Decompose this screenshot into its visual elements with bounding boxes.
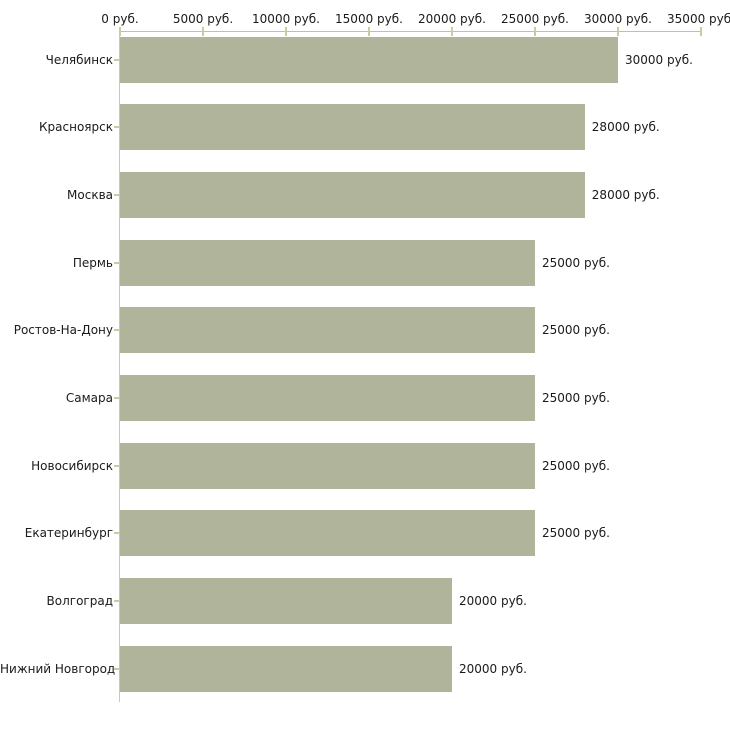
bar-8 — [120, 510, 535, 557]
x-axis-tick-label: 25000 руб. — [501, 12, 569, 26]
x-axis-line — [119, 31, 701, 32]
category-label: Челябинск — [45, 52, 113, 67]
x-axis-tick-label: 35000 руб. — [667, 12, 730, 26]
category-tick-mark — [114, 329, 119, 332]
category-tick-mark — [114, 126, 119, 129]
x-axis-tick-mark — [119, 27, 121, 36]
x-axis-tick-label: 0 руб. — [101, 12, 139, 26]
category-tick-mark — [114, 397, 119, 399]
category-tick-mark — [114, 261, 119, 264]
category-tick-mark — [114, 193, 119, 196]
category-label: Красноярск — [39, 120, 113, 135]
value-label: 20000 руб. — [459, 661, 527, 676]
category-tick-mark — [114, 58, 119, 61]
value-label: 25000 руб. — [542, 458, 610, 473]
bar-6 — [120, 375, 535, 421]
x-axis-tick-label: 15000 руб. — [335, 12, 403, 26]
value-label: 28000 руб. — [591, 187, 660, 202]
category-tick-mark — [114, 464, 119, 467]
bar-7 — [120, 442, 535, 489]
category-label: Ростов-На-Дону — [13, 323, 113, 338]
x-axis-tick-mark — [700, 27, 702, 36]
x-axis-tick-mark — [451, 27, 453, 36]
category-label: Пермь — [72, 255, 113, 270]
category-label: Самара — [65, 391, 113, 405]
x-axis-tick-mark — [534, 27, 536, 36]
category-tick-mark — [114, 667, 119, 670]
value-label: 25000 руб. — [542, 526, 610, 541]
x-axis-tick-mark — [285, 27, 287, 36]
value-label: 25000 руб. — [542, 323, 610, 338]
x-axis-tick-label: 30000 руб. — [584, 12, 652, 26]
x-axis-tick-mark — [202, 27, 204, 36]
x-axis-tick-label: 5000 руб. — [172, 12, 234, 26]
category-tick-mark — [114, 600, 119, 603]
value-label: 25000 руб. — [542, 255, 610, 270]
bar-2 — [120, 104, 585, 151]
x-axis-tick-mark — [368, 27, 370, 36]
value-label: 28000 руб. — [591, 120, 660, 135]
bar-10 — [120, 645, 452, 692]
value-label: 25000 руб. — [542, 391, 610, 405]
value-label: 20000 руб. — [459, 594, 527, 609]
y-axis-line — [119, 31, 120, 702]
value-label: 30000 руб. — [625, 52, 693, 67]
category-label: Новосибирск — [31, 458, 113, 473]
bar-9 — [120, 578, 452, 625]
bar-4 — [120, 239, 535, 286]
bar-1 — [120, 36, 618, 83]
bar-5 — [120, 307, 535, 354]
category-label: Нижний Новгород — [0, 661, 116, 676]
bar-3 — [120, 171, 585, 218]
x-axis-tick-mark — [617, 27, 619, 36]
category-label: Екатеринбург — [24, 526, 113, 541]
x-axis-tick-label: 20000 руб. — [418, 12, 486, 26]
category-tick-mark — [114, 532, 119, 535]
category-label: Москва — [67, 187, 113, 202]
category-label: Волгоград — [46, 594, 113, 609]
x-axis-tick-label: 10000 руб. — [252, 12, 320, 26]
